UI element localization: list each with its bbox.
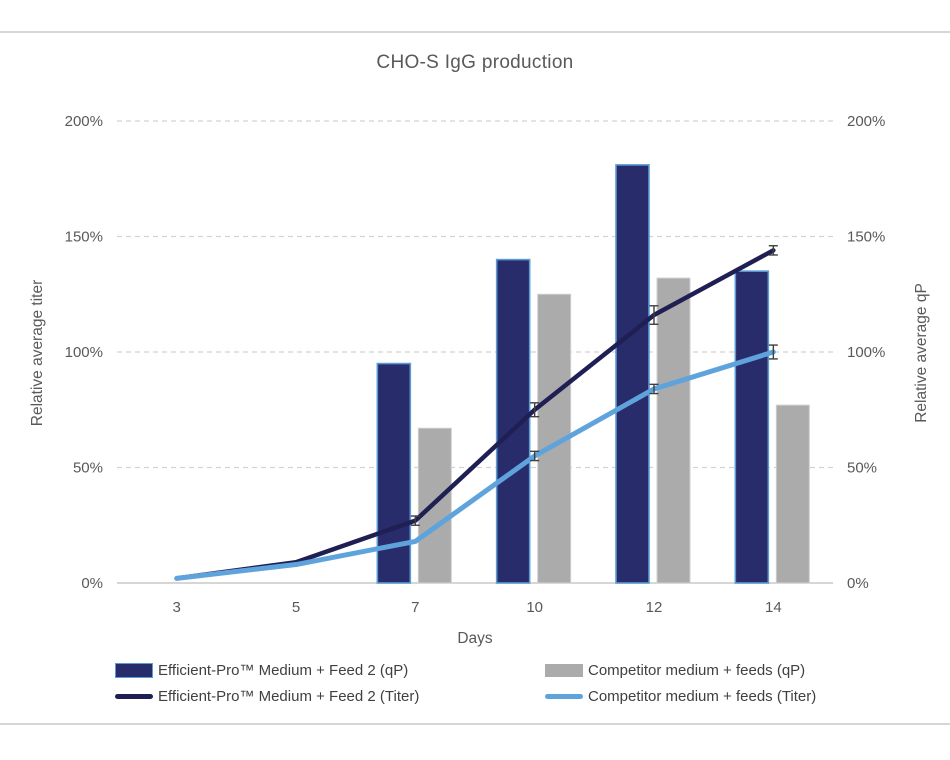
legend-item-efficient-pro-titer: Efficient-Pro™ Medium + Feed 2 (Titer) — [115, 688, 545, 705]
line-competitor-titer — [174, 349, 776, 581]
y-tick-label-right: 100% — [847, 344, 885, 361]
x-tick-label: 5 — [292, 599, 300, 616]
card-bottom-border — [0, 723, 950, 725]
legend-item-efficient-pro-qp: Efficient-Pro™ Medium + Feed 2 (qP) — [115, 662, 545, 679]
bar-efficient-pro-qp — [615, 164, 650, 584]
x-tick-label: 10 — [526, 599, 543, 616]
navy-line-swatch-icon — [115, 694, 153, 699]
y-tick-label-right: 200% — [847, 113, 885, 130]
y-tick-label-left: 100% — [65, 344, 103, 361]
bar-efficient-pro-qp — [734, 270, 770, 584]
x-tick-label: 12 — [646, 599, 663, 616]
x-axis-title: Days — [457, 630, 493, 647]
bar-competitor-qp — [417, 427, 452, 584]
card-top-border — [0, 31, 950, 33]
chart-title: CHO-S IgG production — [376, 52, 574, 73]
legend-item-competitor-qp: Competitor medium + feeds (qP) — [545, 662, 855, 679]
y-tick-label-left: 0% — [81, 575, 103, 592]
blue-line-swatch-icon — [545, 694, 583, 699]
legend-item-competitor-titer: Competitor medium + feeds (Titer) — [545, 688, 855, 705]
legend-label: Efficient-Pro™ Medium + Feed 2 (qP) — [158, 662, 409, 679]
y-tick-label-right: 150% — [847, 229, 885, 246]
bar-competitor-qp — [656, 277, 691, 584]
x-tick-label: 14 — [765, 599, 782, 616]
bar-competitor-qp — [775, 404, 810, 584]
x-tick-label: 7 — [411, 599, 419, 616]
navy-bar-swatch-icon — [115, 663, 153, 678]
legend-label: Efficient-Pro™ Medium + Feed 2 (Titer) — [158, 688, 420, 705]
legend-label: Competitor medium + feeds (qP) — [588, 662, 806, 679]
x-tick-label: 3 — [172, 599, 180, 616]
legend: Efficient-Pro™ Medium + Feed 2 (qP) Comp… — [115, 662, 855, 705]
y-tick-label-left: 50% — [73, 460, 103, 477]
gray-bar-swatch-icon — [545, 664, 583, 677]
y-tick-label-right: 50% — [847, 460, 877, 477]
y-tick-label-left: 150% — [65, 229, 103, 246]
y-tick-label-left: 200% — [65, 113, 103, 130]
y-tick-label-right: 0% — [847, 575, 869, 592]
legend-label: Competitor medium + feeds (Titer) — [588, 688, 817, 705]
